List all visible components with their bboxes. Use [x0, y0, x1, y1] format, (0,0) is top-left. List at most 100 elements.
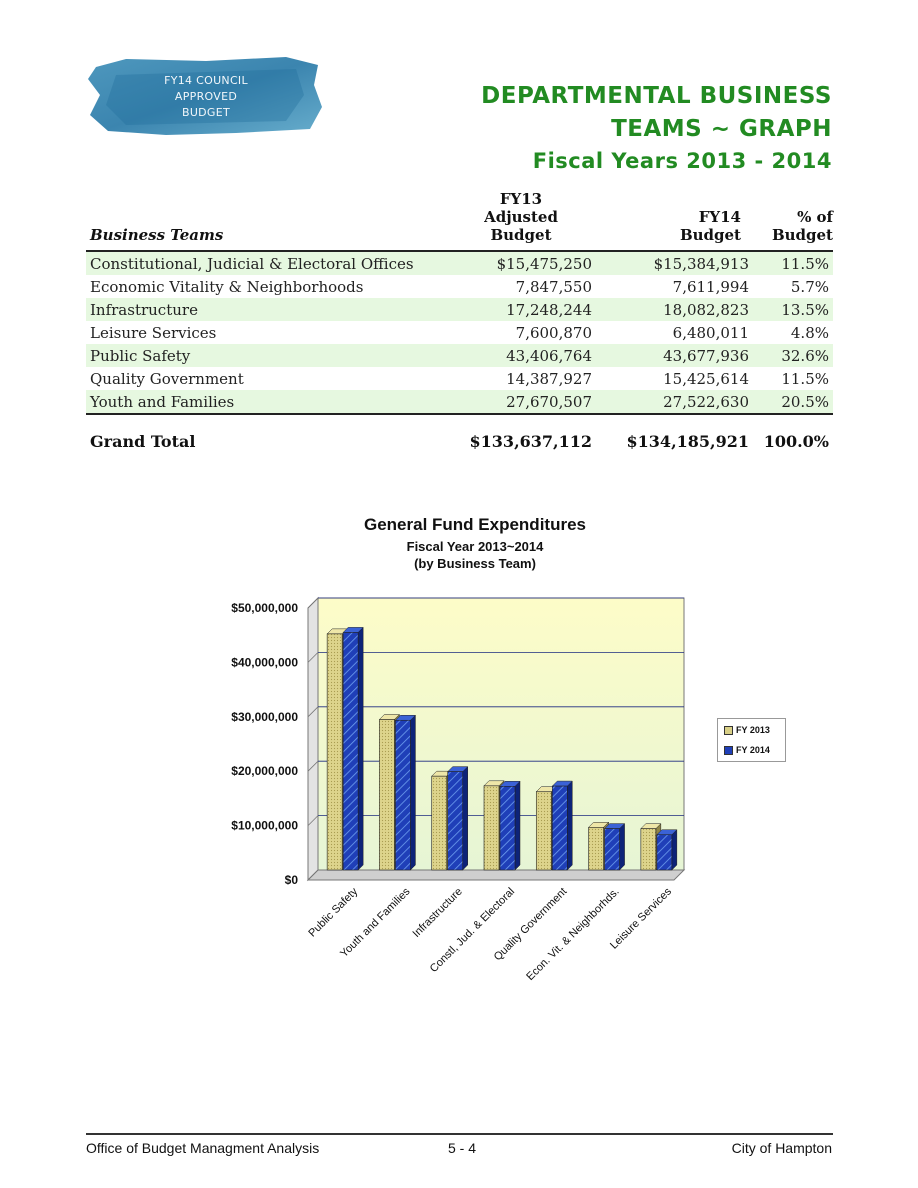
chart-title: General Fund Expenditures [364, 515, 586, 534]
bar-side [462, 766, 468, 871]
row-pct: 13.5% [753, 298, 833, 321]
row-fy14: 27,522,630 [596, 390, 753, 414]
gridline-side [307, 869, 319, 881]
badge-line-1: FY14 COUNCIL [164, 74, 248, 87]
legend-swatch-fy2013 [724, 725, 733, 735]
bar-fy2014 [656, 834, 673, 871]
header-fy13-line2: Adjusted [484, 208, 558, 226]
y-tick-label: $30,000,000 [231, 710, 298, 724]
table-row: Infrastructure 17,248,244 18,082,823 13.… [86, 298, 833, 321]
x-category-label: Public Safety [306, 885, 360, 939]
table-header-row: Business Teams FY13 Adjusted Budget FY14… [86, 190, 833, 251]
bar-fy2014 [499, 786, 516, 871]
row-fy14: 15,425,614 [663, 369, 749, 388]
bar-fy2013 [326, 633, 343, 871]
badge-line-2: APPROVED [174, 90, 238, 103]
bar-fy2013 [431, 775, 448, 871]
row-team: Quality Government [90, 369, 244, 388]
header-fy13-line1: FY13 [499, 190, 543, 208]
row-fy14: 43,677,936 [596, 344, 753, 367]
y-tick-label: $50,000,000 [231, 601, 298, 615]
total-pct: 100.0% [763, 431, 829, 451]
bar-fy2014 [342, 632, 359, 871]
footer-page-number: 5 - 4 [448, 1140, 477, 1156]
header-percent-line1: % of [797, 208, 833, 226]
header-fy14-line1: FY14 [698, 208, 741, 226]
budget-badge: FY14 COUNCIL APPROVED BUDGET [86, 55, 326, 137]
table-row: Youth and Families 27,670,507 27,522,630… [86, 390, 833, 414]
header-percent-line2: Budget [771, 226, 833, 244]
table-row: Leisure Services 7,600,870 6,480,011 4.8… [86, 321, 833, 344]
header-percent: % of Budget [753, 190, 833, 251]
gridline-side [307, 760, 319, 772]
watercolor-badge-shape [88, 57, 322, 135]
bar-side [357, 626, 364, 871]
legend-item-fy2013: FY 2013 [718, 721, 785, 739]
page-title: DEPARTMENTAL BUSINESS TEAMS ~ GRAPH Fisc… [481, 80, 832, 176]
row-fy13: 7,847,550 [515, 277, 592, 296]
bar-fy2014 [604, 828, 620, 871]
y-tick-label: $0 [285, 873, 299, 887]
row-fy14: 18,082,823 [596, 298, 753, 321]
bar-side [567, 780, 573, 871]
row-fy14: 7,611,994 [672, 277, 749, 296]
row-pct: 5.7% [790, 277, 829, 296]
row-fy13: $15,475,250 [446, 251, 596, 275]
chart-subtitle-1: Fiscal Year 2013~2014 [407, 539, 545, 554]
total-fy13: $133,637,112 [469, 431, 592, 451]
legend-item-fy2014: FY 2014 [718, 741, 785, 759]
title-line-1: DEPARTMENTAL BUSINESS [481, 83, 832, 109]
bar-fy2014 [395, 719, 411, 871]
gridline-side [307, 815, 319, 826]
total-fy14: $134,185,921 [626, 431, 749, 451]
grand-total-row: Grand Total $133,637,112 $134,185,921 10… [86, 423, 833, 455]
row-fy13: 14,387,927 [506, 369, 592, 388]
row-fy13: 27,670,507 [446, 390, 596, 414]
x-category-label: Infrastructure [411, 886, 465, 940]
row-team: Constitutional, Judicial & Electoral Off… [86, 251, 446, 275]
row-pct: 11.5% [781, 369, 829, 388]
title-line-3: Fiscal Years 2013 - 2014 [532, 149, 832, 173]
bar-fy2013 [535, 791, 552, 871]
bar-side [410, 714, 416, 871]
row-pct: 32.6% [753, 344, 833, 367]
x-category-label: Econ. Vit. & Neighborhds. [524, 886, 621, 983]
table-row: Economic Vitality & Neighborhoods 7,847,… [86, 275, 833, 298]
title-line-2: TEAMS ~ GRAPH [611, 116, 832, 142]
bar-fy2013 [379, 719, 395, 871]
row-fy13: 17,248,244 [446, 298, 596, 321]
bar-fy2013 [640, 828, 657, 871]
bar-side [514, 780, 521, 871]
y-tick-label: $20,000,000 [231, 764, 298, 778]
bar-fy2014 [551, 785, 568, 871]
header-business-teams: Business Teams [90, 226, 224, 244]
total-label: Grand Total [90, 431, 196, 451]
row-team: Public Safety [86, 344, 446, 367]
bar-fy2013 [588, 827, 604, 871]
row-pct: 4.8% [790, 323, 829, 342]
row-fy13: 7,600,870 [515, 323, 592, 342]
row-pct: 20.5% [753, 390, 833, 414]
row-team: Economic Vitality & Neighborhoods [90, 277, 364, 296]
plot-side-wall [307, 596, 319, 882]
badge-line-3: BUDGET [181, 106, 231, 119]
y-tick-label: $40,000,000 [231, 655, 298, 669]
footer-office: Office of Budget Managment Analysis [86, 1140, 320, 1156]
row-fy14: 6,480,011 [672, 323, 749, 342]
table-row: Public Safety 43,406,764 43,677,936 32.6… [86, 344, 833, 367]
header-fy14: FY14 Budget [596, 190, 753, 251]
legend-swatch-fy2014 [724, 745, 733, 755]
header-fy13: FY13 Adjusted Budget [446, 190, 596, 251]
footer-rule [86, 1133, 833, 1135]
x-category-label: Constl, Jud. & Electoral [428, 886, 517, 975]
y-tick-label: $10,000,000 [231, 819, 298, 833]
chart-legend: FY 2013 FY 2014 [717, 718, 786, 762]
bar-side [671, 829, 678, 871]
bar-fy2014 [447, 771, 464, 871]
gridline-side [307, 597, 319, 609]
row-team: Youth and Families [86, 390, 446, 414]
legend-label-fy2014: FY 2014 [736, 745, 770, 755]
gridline-side [307, 706, 319, 718]
expenditures-chart: General Fund Expenditures Fiscal Year 20… [231, 515, 686, 983]
plot-floor [306, 869, 686, 881]
